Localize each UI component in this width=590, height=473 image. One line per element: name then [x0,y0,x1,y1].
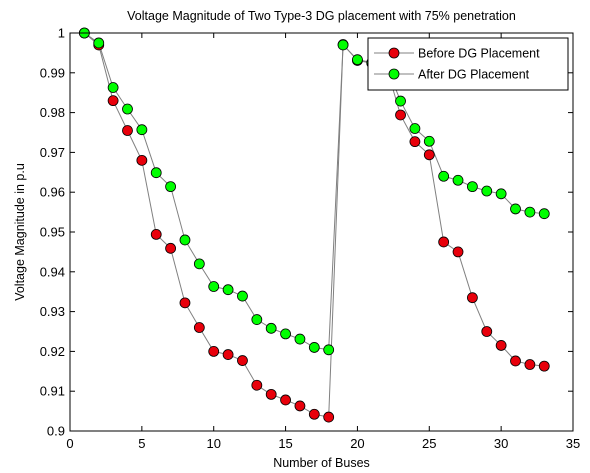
data-point-s1-5 [150,167,162,179]
data-point-s1-6 [165,181,177,193]
data-point-s1-10 [222,284,234,296]
data-point-s1-32 [538,208,550,220]
data-point-s1-7 [179,234,191,246]
legend-label-after: After DG Placement [418,68,530,82]
data-point-s0-25 [438,236,450,248]
data-point-s1-30 [510,203,521,215]
data-point-s1-29 [495,188,507,200]
data-point-s0-13 [265,388,277,400]
y-tick-label: 0.9 [47,424,65,439]
x-tick-label: 5 [138,436,145,451]
data-point-s1-8 [193,258,205,270]
data-point-s0-29 [495,340,507,351]
data-point-s0-30 [510,355,521,367]
y-tick-label: 0.98 [40,105,65,120]
data-point-s0-4 [136,154,148,166]
data-point-s1-1 [93,37,105,49]
data-point-s0-27 [466,292,478,304]
data-point-s0-28 [481,326,493,337]
data-point-s0-17 [323,411,335,423]
data-point-s1-12 [251,314,263,325]
plot-area [70,33,573,431]
x-tick-label: 35 [566,436,580,451]
data-point-s1-11 [237,290,248,302]
data-point-s0-11 [237,355,248,366]
data-point-s1-13 [265,322,277,334]
data-point-s0-8 [193,322,205,333]
y-axis-title: Voltage Magnitude in p.u [13,163,27,301]
y-tick-label: 0.97 [40,145,65,160]
x-tick-label: 30 [494,436,508,451]
data-point-s0-22 [395,109,406,121]
data-point-s1-23 [409,123,421,134]
data-point-s1-2 [107,82,119,93]
y-tick-label: 0.93 [40,304,65,319]
data-point-s1-16 [308,342,320,353]
data-point-s0-14 [280,394,291,406]
data-point-s1-24 [423,135,435,147]
chart-title: Voltage Magnitude of Two Type-3 DG place… [127,9,516,23]
data-point-s0-10 [222,349,234,360]
x-tick-label: 25 [422,436,436,451]
data-point-s0-26 [452,246,464,258]
data-point-s1-17 [323,344,335,356]
data-point-s0-5 [150,228,162,240]
y-tick-label: 0.99 [40,65,65,80]
data-point-s1-22 [395,95,406,107]
data-point-s1-19 [352,54,363,66]
data-point-s1-9 [208,281,220,292]
data-point-s0-9 [208,345,220,357]
data-point-s1-3 [122,103,133,115]
data-point-s0-23 [409,136,421,148]
y-tick-label: 0.96 [40,185,65,200]
data-point-s0-7 [179,297,191,309]
legend-box [367,37,569,91]
legend: Before DG Placement After DG Placement [367,37,569,91]
series-layer [78,27,550,423]
x-tick-label: 20 [350,436,364,451]
x-axis-title: Number of Buses [273,456,370,470]
legend-marker-after [388,68,400,80]
data-point-s0-31 [524,359,536,370]
y-tick-label: 0.91 [40,384,65,399]
data-point-s1-25 [438,170,450,182]
data-point-s1-26 [452,174,464,186]
data-point-s0-12 [251,379,263,391]
data-point-s0-3 [122,125,133,136]
data-point-s0-2 [107,95,119,107]
y-tick-label: 0.95 [40,225,65,240]
axes: 0 5 10 15 20 25 30 35 0.9 0.91 0.92 0.93 0.94 0.95 0.9… [40,26,581,452]
data-point-s1-28 [481,185,493,197]
data-point-s1-15 [294,333,306,345]
x-tick-label: 15 [278,436,292,451]
x-tick-label: 0 [66,436,73,451]
data-point-s0-16 [308,408,320,420]
y-tick-label: 0.92 [40,344,65,359]
data-point-s1-4 [136,124,148,136]
data-point-s1-18 [337,39,349,51]
legend-marker-before [388,47,400,59]
data-point-s0-32 [538,360,550,372]
data-point-s0-6 [165,242,177,254]
y-tick-label: 1 [58,26,65,41]
x-tick-label: 10 [206,436,220,451]
legend-label-before: Before DG Placement [418,47,540,61]
data-point-s1-14 [280,328,291,340]
data-point-s0-24 [423,149,435,161]
data-point-s0-15 [294,400,306,412]
data-point-s1-31 [524,206,536,218]
data-point-s1-27 [466,181,478,193]
y-tick-label: 0.94 [40,264,65,279]
